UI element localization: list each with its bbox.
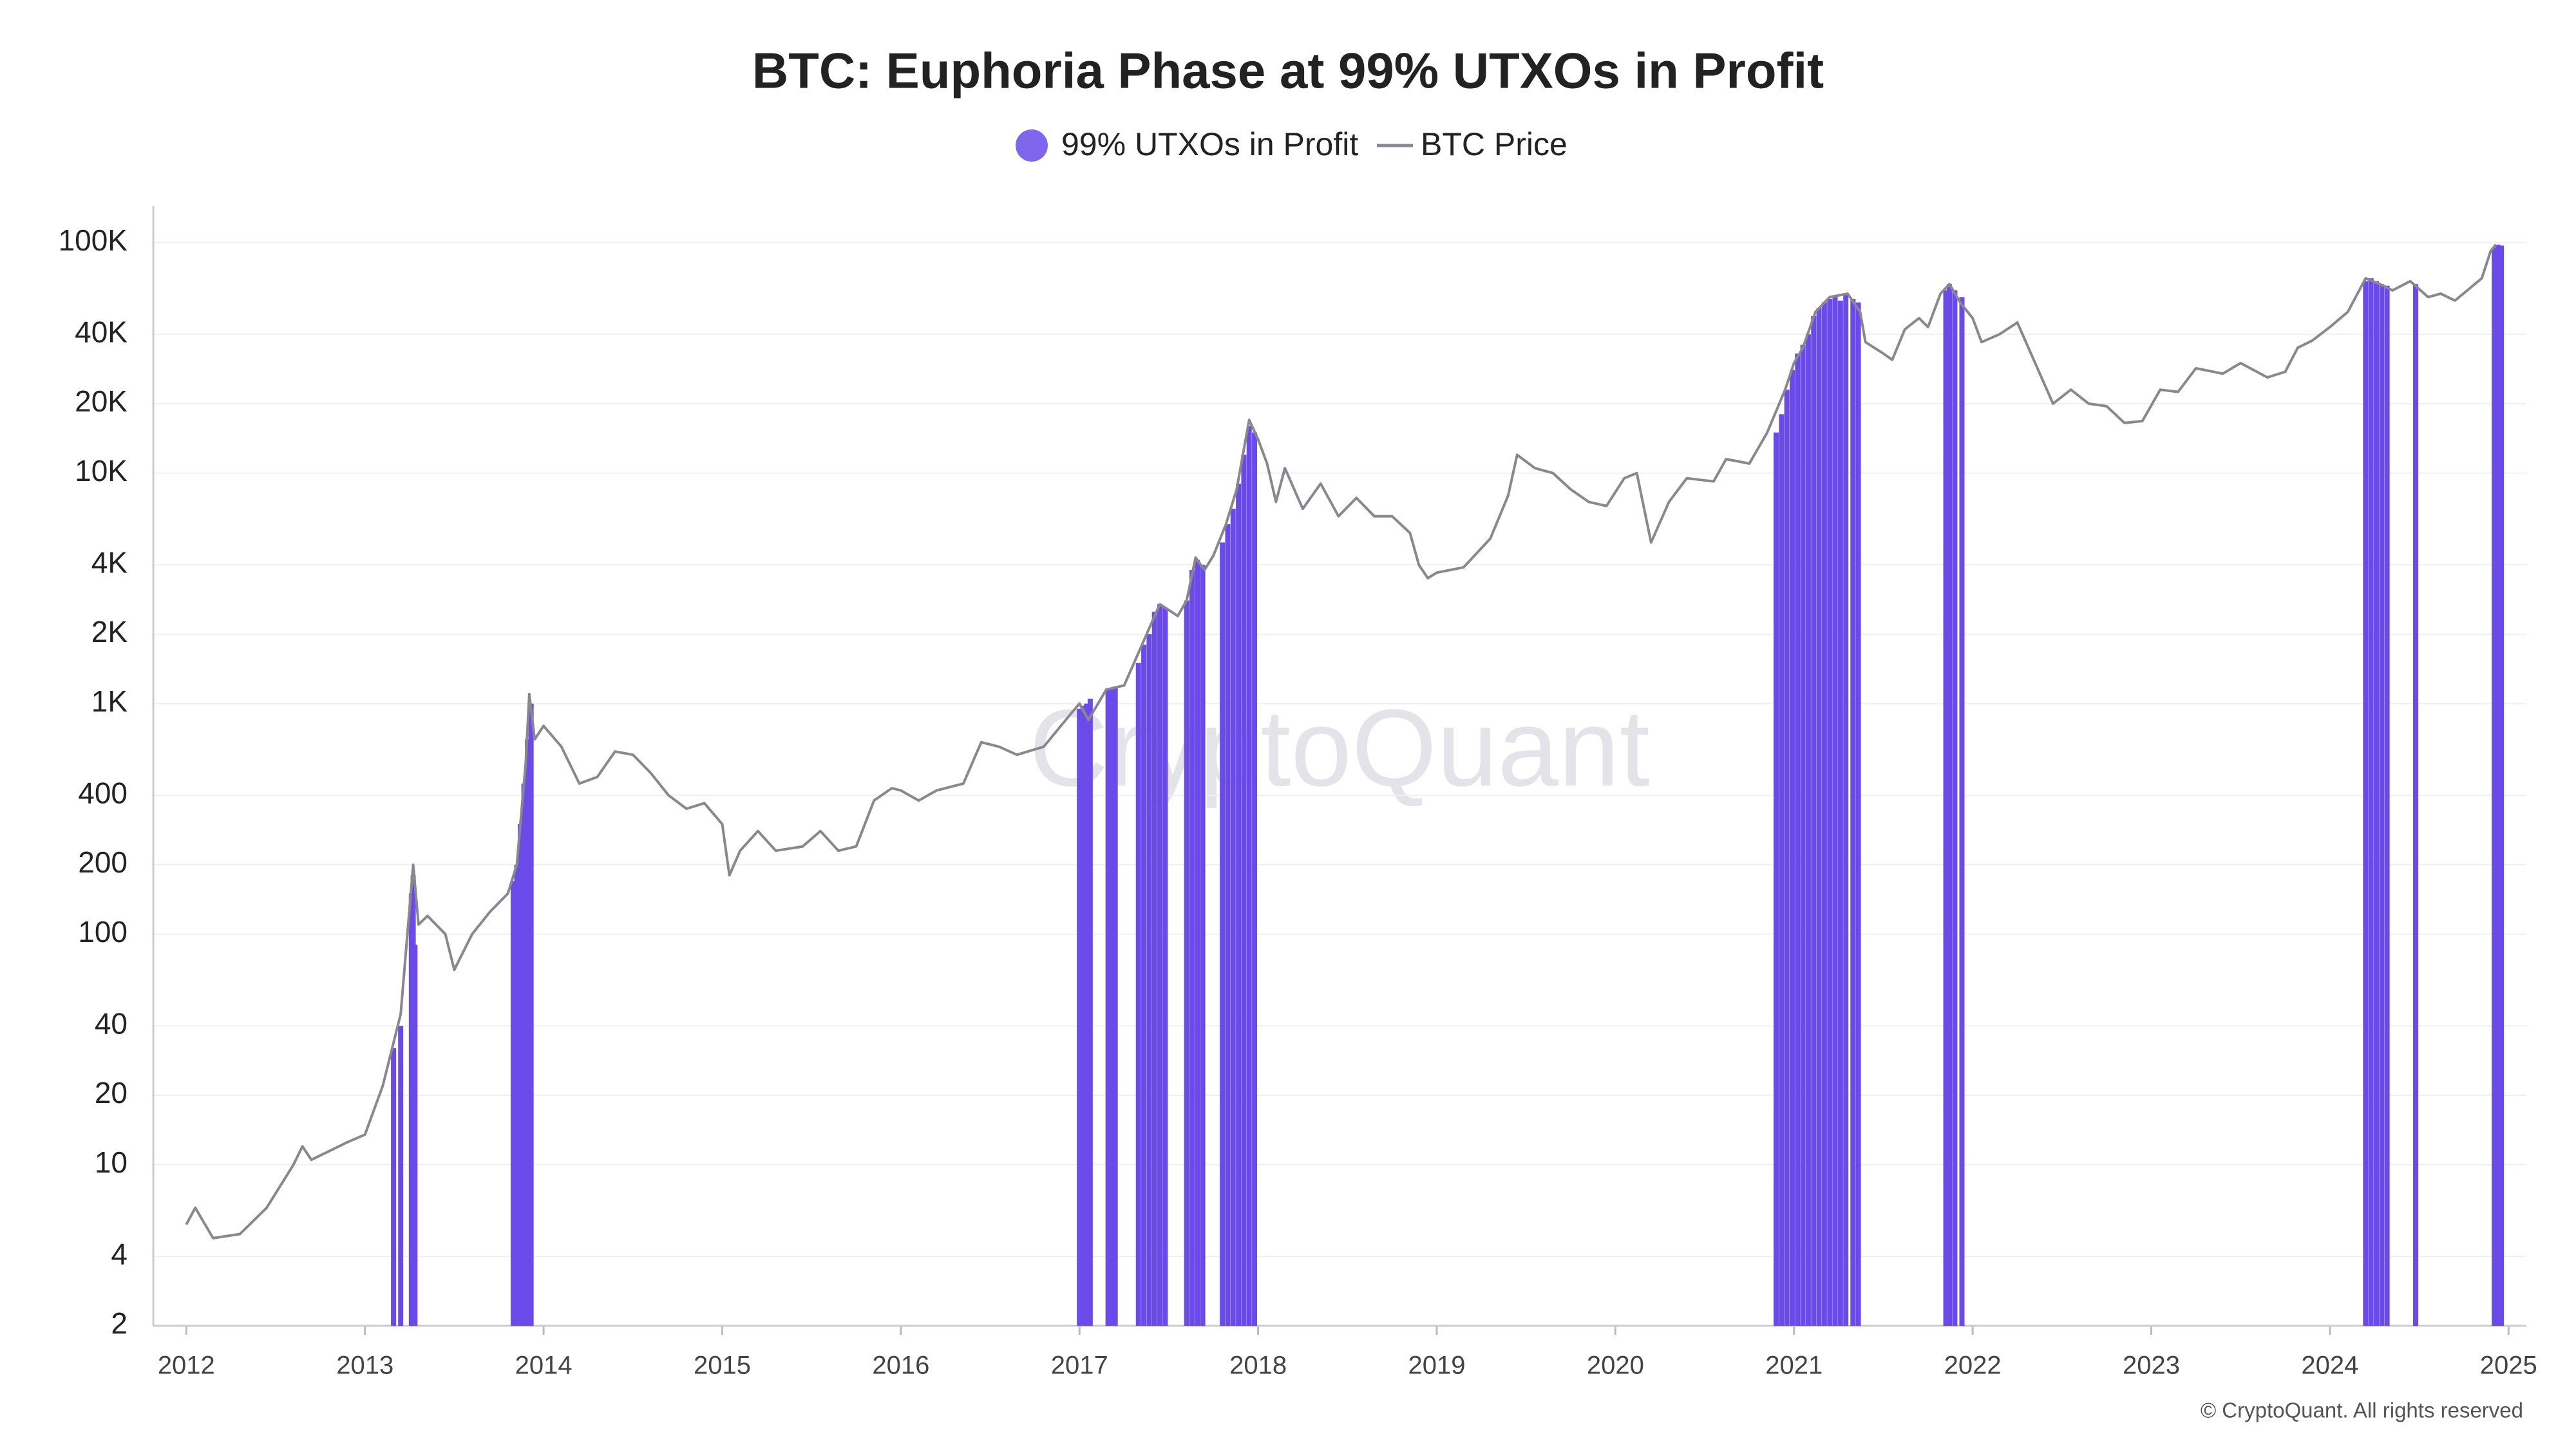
bar <box>1805 334 1811 1326</box>
bar <box>1162 608 1168 1326</box>
y-tick-label: 20 <box>95 1076 128 1109</box>
bar <box>2495 244 2501 1326</box>
y-tick-label: 1K <box>91 684 128 718</box>
bar <box>2374 281 2380 1326</box>
bar <box>1827 299 1833 1326</box>
x-tick-label: 2020 <box>1587 1352 1644 1380</box>
bar <box>1811 316 1817 1326</box>
bar <box>1837 300 1843 1326</box>
x-tick-label: 2025 <box>2480 1352 2537 1380</box>
bar <box>1105 689 1111 1326</box>
bar <box>1855 302 1861 1326</box>
bar <box>510 881 516 1326</box>
bar <box>1077 708 1083 1326</box>
bar <box>525 739 531 1326</box>
bar <box>514 864 520 1326</box>
bar <box>1784 390 1790 1326</box>
bar <box>1109 689 1115 1326</box>
y-tick-label: 10 <box>95 1146 128 1179</box>
bar <box>1779 414 1785 1326</box>
bar <box>1789 370 1795 1326</box>
x-tick-label: 2014 <box>515 1352 573 1380</box>
x-tick-label: 2012 <box>158 1352 215 1380</box>
y-tick-label: 4 <box>111 1237 128 1270</box>
bar <box>1200 565 1206 1326</box>
bar <box>398 1026 404 1326</box>
bar <box>1952 290 1958 1326</box>
y-tick-label: 2K <box>91 615 128 648</box>
y-tick-label: 40 <box>95 1006 128 1040</box>
x-tick-label: 2018 <box>1229 1352 1287 1380</box>
bar <box>2379 284 2385 1326</box>
x-tick-label: 2022 <box>1944 1352 2002 1380</box>
bar <box>1943 290 1949 1326</box>
y-tick-label: 2 <box>111 1306 128 1340</box>
bar <box>1087 699 1093 1326</box>
y-tick-label: 100K <box>59 223 128 257</box>
bar <box>1080 705 1086 1326</box>
x-tick-label: 2023 <box>2123 1352 2180 1380</box>
bar <box>2492 247 2497 1326</box>
bar <box>1236 484 1242 1326</box>
legend-label: BTC Price <box>1421 126 1567 162</box>
bar <box>1146 634 1152 1326</box>
bar <box>1947 284 1953 1326</box>
bar <box>518 824 524 1326</box>
bar <box>2368 278 2374 1326</box>
x-tick-label: 2016 <box>872 1352 929 1380</box>
watermark: CryptoQuant <box>1029 687 1650 809</box>
y-tick-label: 10K <box>75 454 128 487</box>
x-tick-label: 2021 <box>1765 1352 1823 1380</box>
bar <box>1112 686 1118 1326</box>
bar <box>2413 284 2419 1326</box>
bar <box>1184 600 1189 1326</box>
bar <box>1084 703 1090 1326</box>
bar <box>1135 663 1141 1326</box>
bar <box>528 703 534 1326</box>
bar <box>1195 560 1200 1326</box>
x-tick-label: 2024 <box>2301 1352 2358 1380</box>
y-tick-label: 40K <box>75 315 128 348</box>
bar <box>1252 432 1258 1326</box>
bar <box>412 945 418 1326</box>
bar <box>1816 308 1822 1326</box>
bar <box>2363 281 2369 1326</box>
bar <box>1230 509 1236 1326</box>
bar <box>1832 297 1838 1326</box>
credit: © CryptoQuant. All rights reserved <box>2201 1399 2523 1422</box>
bar <box>1151 612 1157 1326</box>
bar <box>1843 294 1849 1326</box>
bar <box>391 1048 397 1326</box>
y-tick-label: 20K <box>75 384 128 418</box>
y-tick-label: 200 <box>78 845 128 879</box>
bar <box>1774 432 1779 1326</box>
y-tick-label: 400 <box>78 776 128 809</box>
bar <box>2499 245 2505 1326</box>
bar <box>1141 645 1147 1326</box>
x-tick-label: 2017 <box>1051 1352 1108 1380</box>
legend-label: 99% UTXOs in Profit <box>1061 126 1358 162</box>
x-tick-label: 2013 <box>336 1352 393 1380</box>
bar <box>1225 524 1231 1326</box>
y-tick-label: 4K <box>91 545 128 579</box>
x-tick-label: 2019 <box>1408 1352 1465 1380</box>
bar <box>1246 426 1252 1326</box>
bar <box>1189 570 1195 1326</box>
bar <box>1821 302 1827 1326</box>
bar <box>2384 285 2390 1326</box>
legend-marker <box>1016 129 1048 162</box>
chart-title: BTC: Euphoria Phase at 99% UTXOs in Prof… <box>752 42 1824 99</box>
bar <box>1959 297 1965 1326</box>
y-tick-label: 100 <box>78 915 128 948</box>
bar <box>1850 299 1856 1326</box>
bar <box>1800 344 1806 1326</box>
bar <box>521 783 527 1326</box>
bar <box>1795 354 1801 1326</box>
price-line <box>185 243 2497 1240</box>
bar <box>1157 604 1163 1326</box>
x-tick-label: 2015 <box>694 1352 751 1380</box>
bar <box>1220 542 1226 1326</box>
bar <box>1241 455 1247 1326</box>
